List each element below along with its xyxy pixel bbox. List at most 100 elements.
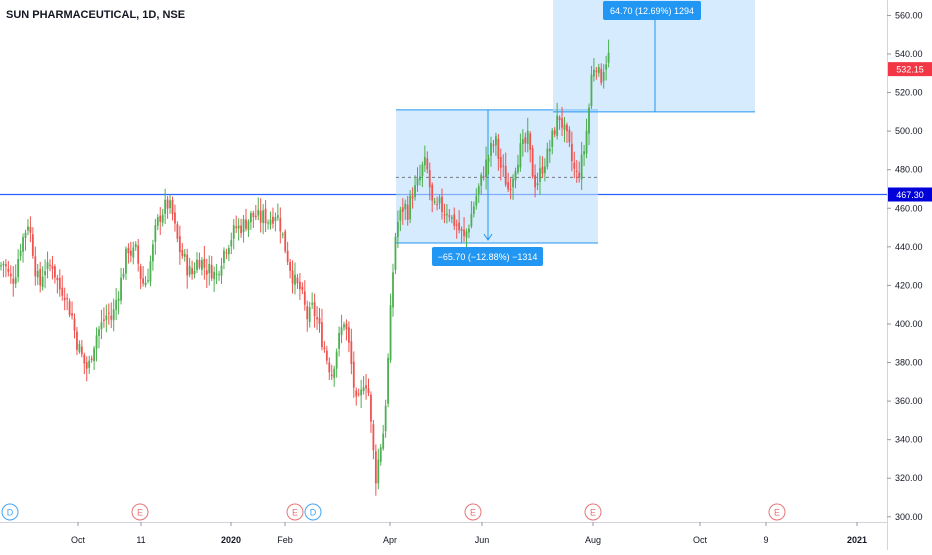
earnings-event-icon[interactable] xyxy=(464,503,482,521)
price-tick-label: 360.00 xyxy=(895,396,923,406)
candle-body xyxy=(529,133,532,150)
candle-body xyxy=(51,265,54,269)
candle-body xyxy=(68,301,71,316)
candle-body xyxy=(426,158,429,170)
candle-body xyxy=(36,270,39,278)
candle-body xyxy=(303,291,306,305)
candle-body xyxy=(22,237,24,252)
candle-body xyxy=(414,185,416,198)
candle-body xyxy=(558,117,561,121)
candle-body xyxy=(95,335,98,350)
candle-body xyxy=(166,199,169,209)
candle-body xyxy=(12,278,15,284)
candle-body xyxy=(394,236,397,270)
price-axis[interactable]: 300.00 320.00 340.00 360.00 380.00 400.00 420.… xyxy=(887,0,923,550)
candle-body xyxy=(497,138,500,159)
candle-body xyxy=(76,331,78,350)
candle-body xyxy=(323,347,326,350)
measure-up-label: 64.70 (12.69%) 1294 xyxy=(610,6,694,16)
candle-body xyxy=(311,303,314,305)
candle-body xyxy=(171,199,174,215)
measure-box-layer xyxy=(396,0,755,244)
candle-body xyxy=(220,265,223,276)
candle-body xyxy=(90,358,93,360)
candle-body xyxy=(568,129,571,143)
candle-body xyxy=(242,219,245,233)
time-tick-label: Apr xyxy=(383,535,397,545)
candle-body xyxy=(34,256,37,277)
earnings-event-icon[interactable] xyxy=(584,503,602,521)
candle-body xyxy=(245,219,247,229)
candle-body xyxy=(318,317,321,324)
candle-body xyxy=(115,300,118,310)
candle-body xyxy=(409,195,412,220)
candle-body xyxy=(468,228,470,233)
candle-body xyxy=(534,175,536,188)
price-tick-label: 460.00 xyxy=(895,203,923,213)
earnings-event-icon[interactable] xyxy=(131,503,149,521)
candle-body xyxy=(348,327,350,343)
earnings-event-icon[interactable] xyxy=(286,503,304,521)
time-tick-label: Aug xyxy=(585,535,601,545)
candle-body xyxy=(259,210,262,223)
candle-body xyxy=(301,286,304,291)
candle-body xyxy=(350,341,353,364)
candle-body xyxy=(379,447,382,462)
candle-body xyxy=(272,216,274,224)
candle-body xyxy=(149,261,152,282)
candle-body xyxy=(58,277,61,290)
candle-body xyxy=(225,252,228,254)
candle-body xyxy=(573,162,576,169)
candles-layer xyxy=(0,39,610,496)
dividend-event-icon[interactable] xyxy=(304,503,322,521)
time-axis[interactable]: Oct 11 2020 Feb Apr Jun Aug Oct 9 2021 xyxy=(0,522,887,545)
candle-body xyxy=(340,327,343,336)
candle-body xyxy=(521,139,524,145)
candle-body xyxy=(482,176,485,178)
event-letter: E xyxy=(470,508,476,518)
candle-body xyxy=(514,171,517,181)
dividend-event-icon[interactable] xyxy=(1,503,19,521)
candle-body xyxy=(120,277,122,301)
time-tick-label: Feb xyxy=(277,535,293,545)
candle-body xyxy=(546,148,549,167)
candle-body xyxy=(490,142,492,156)
candle-body xyxy=(98,329,100,336)
event-letter: E xyxy=(590,508,596,518)
candle-body xyxy=(17,258,20,278)
candle-body xyxy=(27,226,29,231)
candle-body xyxy=(553,130,556,135)
candle-body xyxy=(196,259,198,270)
candle-body xyxy=(235,226,238,229)
candle-body xyxy=(88,360,91,368)
candle-body xyxy=(524,137,527,144)
last-price-label: 532.15 xyxy=(896,65,924,75)
candle-body xyxy=(372,424,375,451)
candle-body xyxy=(392,272,394,308)
candle-body xyxy=(365,385,367,389)
candle-body xyxy=(274,217,277,222)
candle-body xyxy=(404,203,407,210)
candle-body xyxy=(85,362,88,369)
candle-body xyxy=(14,277,17,284)
earnings-event-icon[interactable] xyxy=(768,503,786,521)
candle-body xyxy=(313,301,316,317)
time-tick-label: Oct xyxy=(693,535,708,545)
candle-body xyxy=(24,232,27,239)
price-tick-label: 480.00 xyxy=(895,165,923,175)
candle-body xyxy=(174,212,176,224)
candle-body xyxy=(419,176,421,181)
candle-body xyxy=(276,215,279,218)
candle-body xyxy=(446,213,448,216)
candle-body xyxy=(240,225,242,234)
candle-body xyxy=(164,199,167,214)
candle-body xyxy=(169,200,171,209)
time-tick-label: 11 xyxy=(136,535,145,545)
candle-body xyxy=(593,69,595,77)
candle-body xyxy=(551,130,554,147)
candle-body xyxy=(144,282,147,286)
candle-body xyxy=(492,144,495,146)
time-tick-label: Jun xyxy=(475,535,490,545)
